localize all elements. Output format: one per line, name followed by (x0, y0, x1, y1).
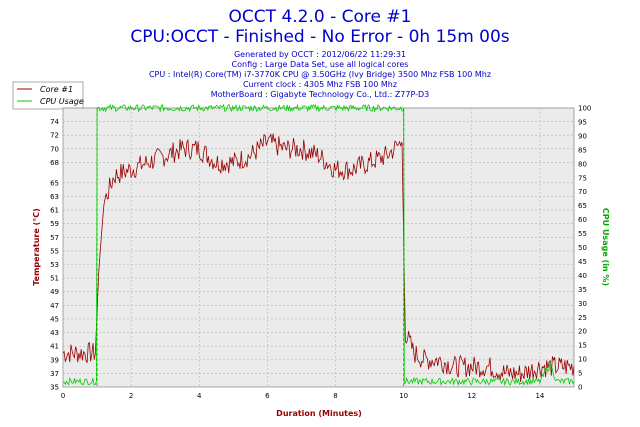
x-tick-label: 4 (197, 392, 202, 400)
info-motherboard: MotherBoard : Gigabyte Technology Co., L… (211, 90, 430, 99)
y-right-tick-label: 45 (578, 258, 587, 266)
chart-title: OCCT 4.2.0 - Core #1 (229, 7, 412, 27)
y-left-tick-label: 35 (50, 384, 59, 392)
y-right-tick-label: 40 (578, 272, 587, 280)
y-left-tick-label: 61 (50, 207, 59, 215)
y-left-tick-label: 53 (50, 261, 59, 269)
plot-area (62, 107, 575, 388)
grid (62, 108, 574, 388)
y-right-tick-label: 55 (578, 230, 587, 238)
y-right-tick-label: 5 (578, 370, 582, 378)
series-core-temperature (62, 133, 575, 382)
y-right-tick-label: 85 (578, 146, 587, 154)
x-tick-label: 8 (333, 392, 337, 400)
y-left-tick-label: 65 (50, 179, 59, 187)
y-right-tick-label: 70 (578, 188, 587, 196)
y-axis-right-label: CPU Usage (in %) (601, 208, 610, 286)
series-cpu-usage (62, 103, 575, 387)
y-right-tick-label: 60 (578, 216, 587, 224)
chart-subtitle: CPU:OCCT - Finished - No Error - 0h 15m … (130, 27, 509, 47)
y-left-tick-label: 70 (50, 145, 59, 153)
y-right-tick-label: 90 (578, 132, 587, 140)
y-left-tick-label: 39 (50, 356, 59, 364)
y-left-tick-label: 49 (50, 288, 59, 296)
y-axis-left-label: Temperature (°C) (32, 208, 41, 286)
series-layer (62, 103, 575, 387)
y-right-tick-label: 80 (578, 160, 587, 168)
info-cpu: CPU : Intel(R) Core(TM) i7-3770K CPU @ 3… (149, 70, 491, 79)
legend: Core #1 CPU Usage (12, 81, 84, 110)
y-left-tick-label: 41 (50, 343, 59, 351)
y-right-tick-label: 10 (578, 356, 587, 364)
x-tick-label: 0 (61, 392, 65, 400)
y-left-tick-label: 55 (50, 247, 59, 255)
x-tick-label: 12 (467, 392, 476, 400)
info-generated: Generated by OCCT : 2012/06/22 11:29:31 (234, 50, 406, 59)
y-left-tick-label: 37 (50, 370, 59, 378)
y-left-tick-label: 72 (50, 132, 59, 140)
y-right-tick-label: 100 (578, 105, 591, 113)
legend-label-cpu: CPU Usage (40, 97, 84, 106)
y-left-tick-label: 47 (50, 302, 59, 310)
y-right-tick-label: 25 (578, 314, 587, 322)
y-left-tick-label: 43 (50, 329, 59, 337)
y-left-tick-label: 51 (50, 275, 59, 283)
y-right-tick-label: 50 (578, 244, 587, 252)
y-left-tick-label: 63 (50, 193, 59, 201)
x-axis-label: Duration (Minutes) (276, 409, 362, 418)
info-lines: Generated by OCCT : 2012/06/22 11:29:31 … (149, 50, 491, 99)
x-tick-label: 6 (265, 392, 270, 400)
x-tick-label: 14 (535, 392, 544, 400)
y-right-tick-label: 65 (578, 202, 587, 210)
x-tick-label: 2 (129, 392, 133, 400)
y-right-tick-label: 0 (578, 384, 582, 392)
y-left-tick-label: 57 (50, 234, 59, 242)
x-axis-ticks: 0 2 4 6 8 10 12 14 (61, 392, 545, 400)
y-right-tick-label: 30 (578, 300, 587, 308)
y-right-tick-label: 15 (578, 342, 587, 350)
x-tick-label: 10 (399, 392, 408, 400)
y-right-tick-label: 20 (578, 328, 587, 336)
legend-box (12, 81, 84, 110)
y-axis-right-ticks: 0 5 10 15 20 25 30 35 40 45 50 55 60 65 70 75 80 85 90 95 10… (578, 105, 591, 392)
y-left-tick-label: 68 (50, 159, 59, 167)
y-left-tick-label: 74 (50, 118, 59, 126)
y-left-tick-label: 45 (50, 315, 59, 323)
y-right-tick-label: 95 (578, 118, 587, 126)
info-clock: Current clock : 4305 Mhz FSB 100 Mhz (243, 80, 397, 89)
info-config: Config : Large Data Set, use all logical… (232, 60, 409, 69)
y-left-tick-label: 59 (50, 220, 59, 228)
y-axis-left-ticks: 35 37 39 41 43 45 47 49 51 53 55 57 59 61 63 65 68 70 72 74 (50, 118, 59, 391)
y-right-tick-label: 75 (578, 174, 587, 182)
y-right-tick-label: 35 (578, 286, 587, 294)
legend-label-core: Core #1 (40, 85, 73, 94)
